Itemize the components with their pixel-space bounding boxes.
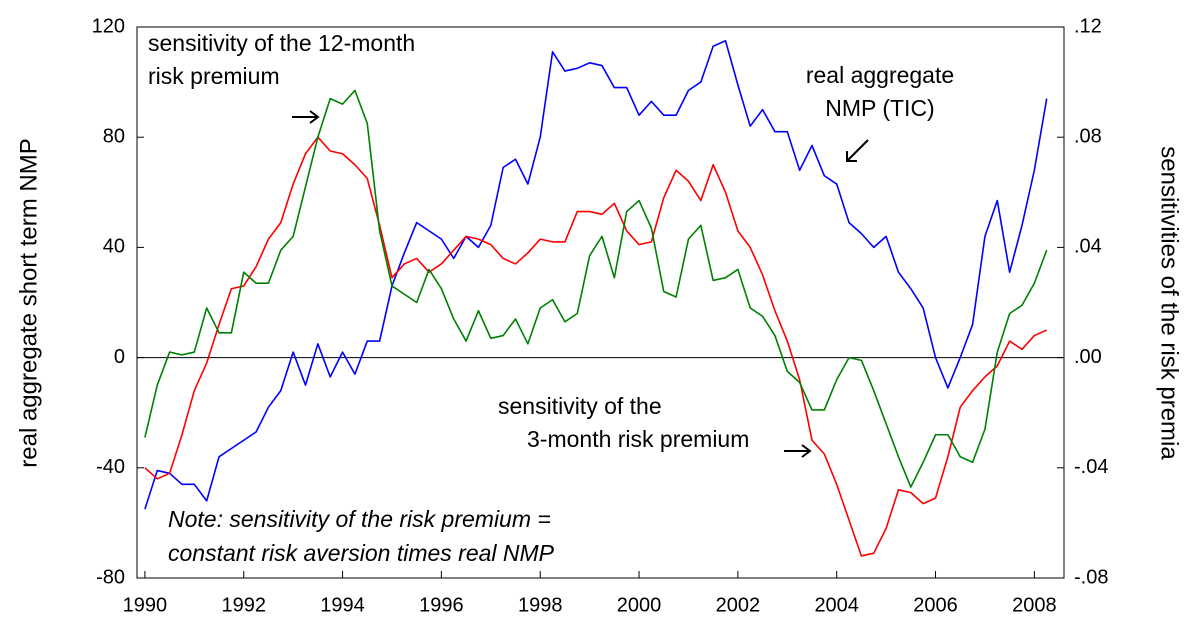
- arrow: [784, 444, 812, 458]
- annotation: NMP (TIC): [825, 95, 934, 121]
- y-tick-label: 40: [103, 236, 125, 258]
- series-line: [144, 39, 1048, 510]
- y2-axis-label: sensitivities of the risk premia: [1156, 146, 1183, 460]
- x-tick-label: 2000: [617, 594, 662, 616]
- annotation: sensitivity of the 12-month: [148, 30, 415, 56]
- y-axis-label: real aggregate short term NMP: [15, 138, 42, 467]
- note: Note: sensitivity of the risk premium =: [168, 506, 551, 532]
- x-tick-label: 1990: [123, 594, 168, 616]
- y2-tick-label: .04: [1074, 236, 1102, 258]
- y2-tick-label: .00: [1074, 346, 1102, 368]
- x-tick-label: 1996: [419, 594, 464, 616]
- y2-tick-label: -.04: [1074, 456, 1108, 478]
- y-tick-label: 120: [92, 15, 125, 37]
- note: constant risk aversion times real NMP: [168, 540, 555, 566]
- axes: -80 -40 0 40 80 120 -.08 -.04 .00 .04 .08 .12 1990 19…: [92, 15, 1109, 616]
- annotation: risk premium: [148, 63, 280, 89]
- annotation: real aggregate: [806, 62, 954, 88]
- arrows: [292, 110, 869, 458]
- y-tick-label: 0: [114, 346, 125, 368]
- plot-frame: [136, 26, 1065, 579]
- y2-tick-label: .12: [1074, 15, 1102, 37]
- x-tick-label: 1998: [518, 594, 563, 616]
- y-tick-label: -40: [96, 456, 125, 478]
- series-lines: [144, 39, 1048, 557]
- y-tick-label: -80: [96, 566, 125, 588]
- annotation: 3-month risk premium: [527, 426, 749, 452]
- x-tick-label: 2004: [814, 594, 859, 616]
- x-tick-label: 2006: [913, 594, 958, 616]
- x-tick-label: 2002: [716, 594, 761, 616]
- x-tick-label: 1992: [221, 594, 266, 616]
- x-tick-label: 1994: [320, 594, 365, 616]
- series-line: [144, 89, 1048, 488]
- y2-tick-label: .08: [1074, 125, 1102, 147]
- y-tick-label: 80: [103, 125, 125, 147]
- annotation: sensitivity of the: [498, 393, 662, 419]
- y2-tick-label: -.08: [1074, 566, 1108, 588]
- arrow: [846, 139, 869, 162]
- arrow: [292, 110, 320, 124]
- series-line: [144, 136, 1048, 557]
- x-tick-label: 2008: [1012, 594, 1057, 616]
